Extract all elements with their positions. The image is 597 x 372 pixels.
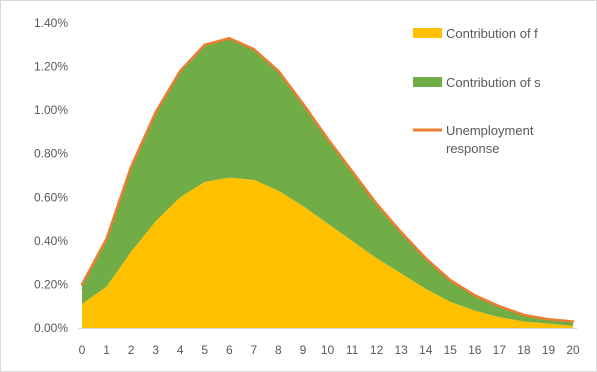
- x-tick-label: 20: [566, 343, 580, 357]
- legend-item: Contribution of s: [413, 75, 541, 90]
- y-tick-label: 1.00%: [34, 103, 68, 117]
- y-tick-label: 0.80%: [34, 147, 68, 161]
- legend-item: Unemployment response: [413, 123, 534, 156]
- legend-item: Contribution of f: [413, 26, 538, 41]
- x-tick-label: 5: [201, 343, 208, 357]
- legend-marker: [413, 77, 442, 87]
- y-tick-label: 0.00%: [34, 321, 68, 335]
- x-tick-label: 1: [103, 343, 110, 357]
- x-tick-label: 8: [275, 343, 282, 357]
- y-tick-label: 1.20%: [34, 60, 68, 74]
- x-tick-label: 2: [128, 343, 135, 357]
- legend-marker: [413, 28, 442, 38]
- x-axis: 0 1 2 3 4 5 6 7 8 9 10 11 12 13 14 15 16 17 18 19 20: [78, 328, 580, 357]
- x-tick-label: 4: [177, 343, 184, 357]
- y-tick-label: 0.20%: [34, 277, 68, 291]
- x-tick-label: 10: [321, 343, 335, 357]
- x-tick-label: 11: [346, 343, 359, 357]
- x-tick-label: 16: [468, 343, 482, 357]
- y-tick-label: 0.40%: [34, 234, 68, 248]
- legend-label: response: [446, 141, 499, 156]
- area-contribution-of-s: [82, 38, 573, 326]
- line-unemployment-response: [80, 37, 575, 323]
- x-tick-label: 17: [493, 343, 507, 357]
- legend-label: Contribution of s: [446, 75, 541, 90]
- area-contribution-of-f: [82, 177, 573, 328]
- y-axis: 0.00% 0.20% 0.40% 0.60% 0.80% 1.00% 1.20% 1.40%: [34, 16, 68, 335]
- x-tick-label: 6: [226, 343, 233, 357]
- x-tick-label: 3: [152, 343, 159, 357]
- y-tick-label: 0.60%: [34, 190, 68, 204]
- plot-area: [80, 37, 575, 328]
- x-tick-label: 12: [370, 343, 384, 357]
- x-tick-label: 9: [300, 343, 307, 357]
- legend-label: Unemployment: [446, 123, 534, 138]
- x-tick-label: 14: [419, 343, 433, 357]
- x-tick-label: 19: [542, 343, 556, 357]
- x-tick-label: 15: [444, 343, 458, 357]
- x-tick-label: 13: [394, 343, 408, 357]
- legend: Contribution of f Contribution of s Unempl…: [413, 26, 541, 156]
- x-tick-label: 7: [251, 343, 258, 357]
- y-tick-label: 1.40%: [34, 16, 68, 30]
- x-tick-label: 18: [517, 343, 531, 357]
- legend-label: Contribution of f: [446, 26, 538, 41]
- x-tick-label: 0: [79, 343, 86, 357]
